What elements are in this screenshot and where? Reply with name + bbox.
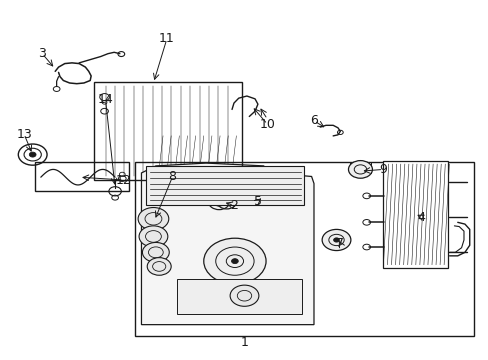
Circle shape — [322, 229, 350, 251]
Text: 8: 8 — [168, 170, 176, 183]
Text: 1: 1 — [240, 337, 248, 350]
Text: 7: 7 — [336, 237, 344, 250]
Circle shape — [29, 152, 36, 157]
Text: 12: 12 — [116, 174, 131, 186]
Bar — [35, 162, 129, 191]
Circle shape — [147, 258, 171, 275]
Text: 4: 4 — [417, 211, 425, 224]
Text: 13: 13 — [16, 128, 32, 141]
Circle shape — [231, 259, 238, 264]
Text: 6: 6 — [309, 114, 317, 127]
Bar — [146, 166, 304, 205]
Bar — [93, 82, 242, 180]
Text: 14: 14 — [98, 93, 113, 106]
Polygon shape — [141, 163, 313, 325]
Circle shape — [230, 285, 258, 306]
Bar — [177, 279, 302, 314]
Circle shape — [139, 226, 167, 247]
Circle shape — [203, 238, 265, 284]
Text: 5: 5 — [253, 195, 262, 208]
Text: 11: 11 — [159, 32, 174, 45]
Bar — [135, 162, 472, 336]
Circle shape — [142, 242, 169, 262]
Text: 9: 9 — [379, 163, 386, 176]
Bar — [383, 161, 447, 268]
Text: 2: 2 — [229, 199, 237, 212]
Bar — [349, 162, 370, 173]
Circle shape — [333, 238, 339, 242]
Circle shape — [138, 207, 168, 230]
Text: 10: 10 — [259, 118, 275, 131]
Circle shape — [348, 161, 372, 178]
Text: 3: 3 — [38, 47, 46, 60]
